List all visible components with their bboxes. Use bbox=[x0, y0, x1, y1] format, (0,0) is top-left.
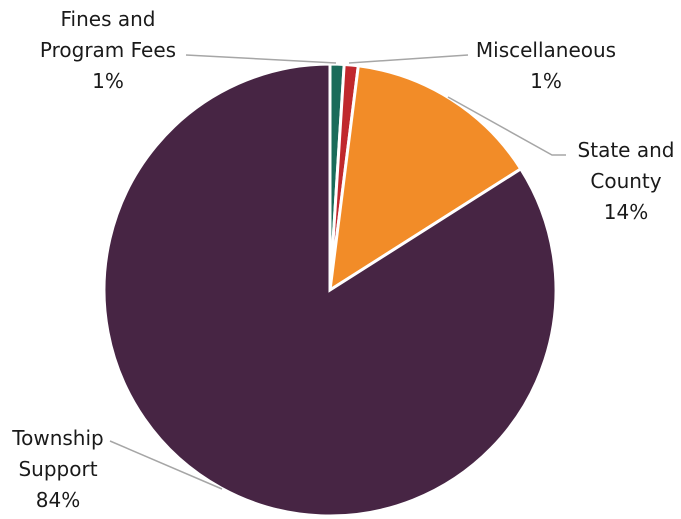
slice-labels: Fines and Program Fees 1% Miscellaneous 1% St… bbox=[11, 7, 674, 512]
slice-label-township-support-line-3: 84% bbox=[36, 488, 80, 512]
slice-label-state-and-county-line-1: State and bbox=[578, 138, 675, 162]
slice-label-state-and-county-line-3: 14% bbox=[604, 200, 648, 224]
slice-label-township-support-line-2: Support bbox=[18, 457, 97, 481]
leader-lines bbox=[109, 54, 566, 490]
slice-label-miscellaneous-line-2: 1% bbox=[530, 69, 562, 93]
leader-line-miscellaneous bbox=[348, 54, 469, 64]
leader-line-township-support bbox=[109, 440, 223, 490]
slice-label-fines-and-program-fees-line-2: Program Fees bbox=[40, 38, 176, 62]
slice-label-state-and-county-line-2: County bbox=[590, 169, 661, 193]
slice-label-fines-and-program-fees-line-3: 1% bbox=[92, 69, 124, 93]
leader-line-fines-and-program-fees bbox=[185, 54, 337, 64]
pie-slices bbox=[102, 62, 558, 518]
slice-label-fines-and-program-fees-line-1: Fines and bbox=[61, 7, 156, 31]
slice-label-township-support-line-1: Township bbox=[11, 426, 103, 450]
slice-label-miscellaneous-line-1: Miscellaneous bbox=[476, 38, 616, 62]
leader-line-state-and-county bbox=[447, 96, 566, 156]
